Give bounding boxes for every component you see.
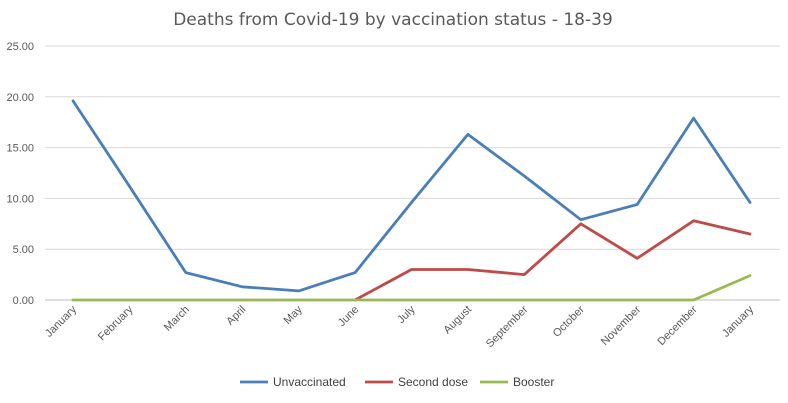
y-axis-ticks: 0.00 5.00 10.00 15.00 20.00 25.00 [6,41,34,307]
series-lines [71,99,752,302]
y-tick-label: 25.00 [6,41,34,53]
x-tick-label: January [43,303,80,340]
y-tick-label: 0.00 [13,295,34,307]
y-tick-label: 20.00 [6,92,34,104]
chart-title: Deaths from Covid-19 by vaccination stat… [173,10,613,30]
gridlines [45,45,780,301]
x-tick-label: September [484,303,531,350]
x-tick-label: July [395,303,418,326]
legend: Unvaccinated Second dose Booster [240,375,554,389]
series-line-second-dose [353,219,752,302]
x-tick-label: November [599,303,644,348]
y-tick-label: 15.00 [6,143,34,155]
y-tick-label: 10.00 [6,193,34,205]
x-tick-label: August [441,304,474,337]
x-tick-label: April [224,304,248,328]
x-axis-ticks: January February March April May June July Augu… [43,303,757,350]
y-tick-label: 5.00 [13,244,34,256]
legend-label-unvaccinated: Unvaccinated [273,375,346,389]
legend-label-booster: Booster [513,375,554,389]
x-tick-label: March [162,304,192,334]
x-tick-label: December [655,303,700,348]
x-tick-label: January [720,303,757,340]
x-tick-label: May [282,303,306,327]
series-line-booster [71,274,752,302]
x-tick-label: February [96,303,136,343]
x-tick-label: June [336,304,361,329]
series-line-unvaccinated [71,99,752,293]
legend-label-second-dose: Second dose [398,375,468,389]
x-tick-label: October [551,303,587,339]
